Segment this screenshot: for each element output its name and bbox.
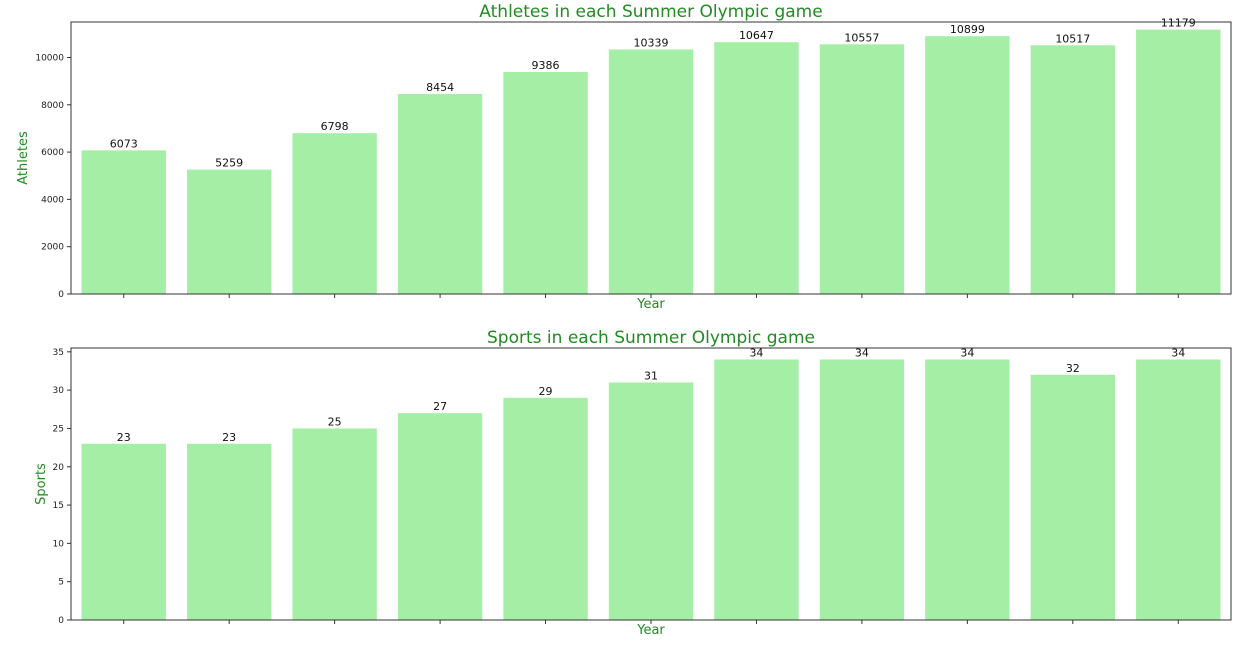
bar-value-label: 10647 bbox=[739, 29, 774, 42]
bar bbox=[397, 94, 483, 294]
bar-value-label: 34 bbox=[855, 346, 869, 359]
bar bbox=[714, 359, 799, 620]
bar bbox=[81, 443, 166, 620]
y-tick-label: 5 bbox=[58, 578, 64, 588]
y-tick-label: 30 bbox=[53, 386, 65, 396]
bar-value-label: 25 bbox=[328, 415, 342, 428]
bar bbox=[819, 359, 905, 620]
y-axis-label: Sports bbox=[34, 463, 49, 505]
y-tick-label: 25 bbox=[53, 424, 64, 434]
bar-value-label: 31 bbox=[644, 369, 658, 382]
bar-value-label: 9386 bbox=[532, 59, 560, 72]
bar bbox=[714, 42, 799, 295]
bar-value-label: 10517 bbox=[1055, 32, 1090, 45]
y-tick-label: 35 bbox=[53, 348, 64, 358]
y-tick-label: 20 bbox=[53, 463, 65, 473]
bar-value-label: 29 bbox=[539, 385, 553, 398]
x-ticks bbox=[123, 620, 1179, 624]
value-labels: 6073 5259 6798 8454 9386 10339 10647 10557 10899… bbox=[110, 17, 1196, 170]
bar-value-label: 34 bbox=[960, 346, 974, 359]
y-tick-label: 2000 bbox=[41, 243, 64, 253]
athletes-chart: Athletes in each Summer Olympic game Ath… bbox=[16, 2, 1232, 312]
bars bbox=[81, 29, 1221, 295]
plot-frame bbox=[70, 21, 1232, 295]
bar-value-label: 10557 bbox=[844, 31, 879, 44]
sports-chart: Sports in each Summer Olympic game Sport… bbox=[34, 328, 1232, 638]
bar-value-label: 34 bbox=[749, 346, 763, 359]
bar-value-label: 32 bbox=[1066, 362, 1080, 375]
bar-value-label: 23 bbox=[117, 431, 131, 444]
y-ticks: 0 5 10 15 20 25 30 35 bbox=[53, 348, 71, 626]
x-ticks bbox=[123, 294, 1179, 298]
bar bbox=[503, 72, 588, 294]
bar bbox=[397, 413, 483, 620]
bar-value-label: 10899 bbox=[950, 23, 985, 36]
y-tick-label: 8000 bbox=[41, 101, 64, 111]
value-labels: 23 23 25 27 29 31 34 34 34 32 34 bbox=[117, 346, 1186, 443]
bar bbox=[1136, 359, 1221, 620]
bar bbox=[503, 397, 588, 620]
bar-value-label: 5259 bbox=[215, 157, 243, 170]
bar-value-label: 23 bbox=[222, 431, 236, 444]
y-tick-label: 4000 bbox=[41, 195, 64, 205]
y-tick-label: 6000 bbox=[41, 148, 64, 158]
bar bbox=[1030, 45, 1115, 294]
y-tick-label: 0 bbox=[58, 616, 64, 626]
y-axis-label: Athletes bbox=[16, 131, 31, 185]
chart-title: Sports in each Summer Olympic game bbox=[487, 328, 815, 348]
bar bbox=[187, 169, 272, 294]
x-axis-label: Year bbox=[636, 623, 665, 638]
y-tick-label: 10000 bbox=[35, 53, 64, 63]
bar-value-label: 11179 bbox=[1161, 17, 1196, 30]
plot-frame bbox=[70, 347, 1232, 621]
bar bbox=[292, 133, 377, 294]
bar-value-label: 34 bbox=[1171, 346, 1185, 359]
bar bbox=[925, 359, 1010, 620]
x-axis-label: Year bbox=[636, 297, 665, 312]
chart-title: Athletes in each Summer Olympic game bbox=[479, 2, 822, 22]
bar-value-label: 6073 bbox=[110, 137, 138, 150]
bar-value-label: 10339 bbox=[634, 36, 669, 49]
bar bbox=[187, 443, 272, 620]
bar bbox=[81, 150, 166, 294]
y-tick-label: 10 bbox=[53, 539, 65, 549]
bar bbox=[925, 36, 1010, 295]
bar-value-label: 8454 bbox=[426, 81, 454, 94]
bar bbox=[819, 44, 905, 294]
y-ticks: 0 2000 4000 6000 8000 10000 bbox=[35, 53, 71, 300]
bar bbox=[608, 49, 694, 295]
bar bbox=[292, 428, 377, 620]
bars bbox=[81, 359, 1221, 620]
bar-value-label: 27 bbox=[433, 400, 447, 413]
bar-value-label: 6798 bbox=[321, 120, 349, 133]
bar bbox=[1030, 374, 1115, 620]
bar bbox=[608, 382, 694, 620]
y-tick-label: 15 bbox=[53, 501, 64, 511]
bar bbox=[1136, 29, 1221, 295]
y-tick-label: 0 bbox=[58, 290, 64, 300]
